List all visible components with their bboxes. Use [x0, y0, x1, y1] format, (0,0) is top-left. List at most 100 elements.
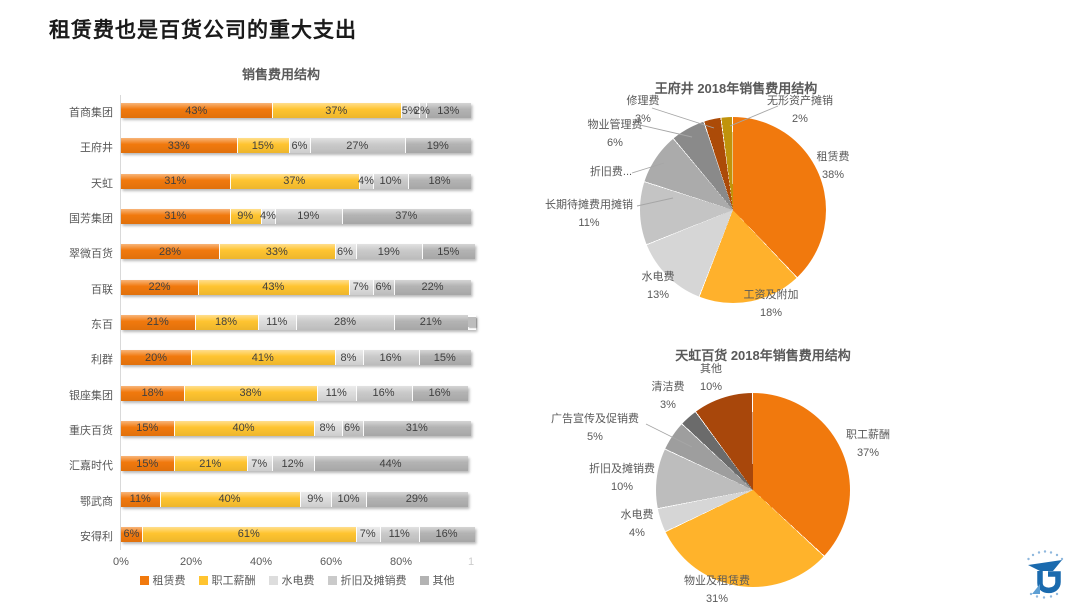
bar-track: 28% 33% 6% 19% 15% [121, 244, 475, 260]
bar-category-label: 安得利 [80, 530, 113, 543]
bar-segment-value: 4% [358, 175, 374, 188]
pie-slice-name: 租赁费 [816, 151, 850, 163]
bar-category-label: 利群 [91, 354, 113, 367]
bar-segment: 44% [313, 456, 468, 472]
bar-row: 天虹 31% 37% 4% 10% 18% [0, 173, 1080, 190]
bar-segment-value: 11% [129, 493, 151, 506]
bar-row: 安得利 6% 61% 7% 11% 16% [0, 526, 1080, 543]
pie-slice-percent: 10% [699, 381, 723, 393]
pie-slice-percent: 13% [646, 289, 670, 301]
bar-segment: 38% [184, 385, 317, 401]
bar-segment-value: 21% [146, 316, 169, 329]
legend-swatch-icon [419, 575, 429, 585]
bar-segment: 6% [289, 138, 310, 154]
pie-leader-line [645, 423, 693, 448]
bar-segment-value: 16% [428, 387, 451, 400]
bar-segment-value: 33% [265, 245, 288, 258]
bar-segment: 12% [271, 456, 314, 472]
x-axis-tick-label: 20% [179, 556, 203, 568]
pie-slice-percent: 3% [635, 113, 651, 125]
bar-track: 15% 21% 7% 12% 44% [121, 456, 468, 472]
bar-row: 王府井 33% 15% 6% 27% 19% [0, 138, 1080, 154]
pie-slice-name: 职工薪酬 [846, 429, 890, 441]
bar-segment-value: 31% [405, 422, 428, 435]
legend-item: 职工薪酬 [198, 572, 256, 588]
pie-slice-percent: 6% [607, 137, 623, 149]
bar-segment: 28% [296, 314, 394, 330]
bar-segment: 28% [121, 244, 219, 260]
bar-segment: 11% [317, 385, 356, 401]
bar-segment-value: 10% [337, 493, 360, 506]
bar-segment-value: 4% [260, 210, 276, 223]
bar-segment: 9% [299, 491, 331, 507]
legend-label: 水电费 [281, 575, 315, 587]
bar-chart-legend: 租赁费 职工薪酬 水电费 折旧及摊销费 其他 [121, 572, 473, 588]
bar-row: 国芳集团 31% 9% 4% 19% 37% [0, 208, 1080, 225]
pie-slice-percent: 4% [629, 527, 645, 539]
bar-segment-value: 28% [158, 245, 182, 258]
bar-track: 18% 38% 11% 16% 16% [121, 385, 468, 401]
bar-segment-value: 15% [136, 422, 159, 435]
bar-track: 20% 41% 8% 16% 15% [121, 350, 471, 366]
bar-segment: 37% [341, 208, 471, 224]
pie-slice-percent: 31% [705, 593, 729, 605]
bar-segment: 21% [121, 314, 195, 330]
bar-segment-value: 18% [141, 387, 164, 400]
bar-segment: 18% [121, 385, 184, 401]
pie-slice-percent: 11% [578, 217, 600, 229]
bar-segment: 15% [422, 244, 475, 260]
bar-track: 31% 9% 4% 19% 37% [121, 208, 471, 224]
bar-segment-value: 18% [428, 175, 451, 188]
pie-slice-name: 长期待摊费用摊销 [545, 199, 633, 211]
bar-segment: 7% [348, 279, 373, 295]
x-axis-tick-label: 80% [389, 556, 413, 568]
bar-segment: 31% [121, 208, 230, 224]
bar-track: 33% 15% 6% 27% 19% [121, 138, 471, 154]
bar-segment-value: 40% [232, 422, 255, 435]
bar-segment-value: 61% [237, 528, 260, 541]
pie-slice-label: 物业及租赁费 31% [684, 572, 750, 608]
bar-segment: 16% [411, 385, 468, 401]
bar-segment: 43% [198, 279, 349, 295]
pie-slice-percent: 5% [587, 431, 603, 443]
bar-track: 11% 40% 9% 10% 29% [121, 491, 468, 507]
bar-segment: 6% [373, 279, 394, 295]
bar-row: 银座集团 18% 38% 11% 16% 16% [0, 385, 1080, 402]
bar-segment: 19% [355, 244, 422, 260]
bar-segment: 29% [366, 491, 468, 507]
bar-track: 31% 37% 4% 10% 18% [121, 173, 471, 189]
bar-segment-value: 2% [414, 104, 430, 117]
pie-slice-name: 物业及租赁费 [684, 575, 750, 587]
legend-item: 折旧及摊销费 [327, 572, 407, 588]
bar-segment: 6% [341, 420, 363, 436]
bar-segment-value: 5% [401, 104, 418, 117]
bar-segment: 10% [331, 491, 366, 507]
bar-chart-title: 销售费用结构 [241, 67, 320, 82]
bar-segment: 37% [229, 173, 359, 189]
bar-segment-value: 12% [281, 457, 304, 470]
bar-segment: 15% [418, 350, 471, 366]
bar-segment: 4% [358, 173, 374, 189]
logo-dot-ring [1027, 550, 1064, 599]
bar-segment-value: 11% [388, 528, 410, 541]
bar-segment: 8% [334, 350, 363, 366]
bar-segment-value: 16% [372, 387, 395, 400]
legend-item: 租赁费 [139, 572, 186, 588]
bar-segment: 22% [121, 279, 198, 295]
pie1-circle [640, 117, 826, 303]
pie-slice-label: 无形资产摊销 2% [767, 92, 833, 128]
bar-segment-value: 15% [433, 351, 456, 364]
pie-slice-name: 水电费 [641, 271, 675, 283]
bar-segment-value: 31% [164, 210, 187, 223]
bar-segment: 11% [121, 491, 160, 507]
bar-segment-value: 6% [291, 139, 308, 152]
pie-slice-name: 修理费 [626, 95, 660, 107]
pie-slice-name: 折旧及摊销费 [589, 463, 655, 475]
pie-slice-percent: 10% [610, 481, 634, 493]
bar-segment: 8% [313, 420, 342, 436]
bar-segment-value: 19% [426, 139, 449, 152]
legend-label: 折旧及摊销费 [340, 575, 407, 587]
x-axis-tick-label: 0% [113, 556, 129, 568]
bar-segment-value: 44% [379, 457, 402, 470]
pie-slice-name: 广告宣传及促销费 [551, 413, 639, 425]
